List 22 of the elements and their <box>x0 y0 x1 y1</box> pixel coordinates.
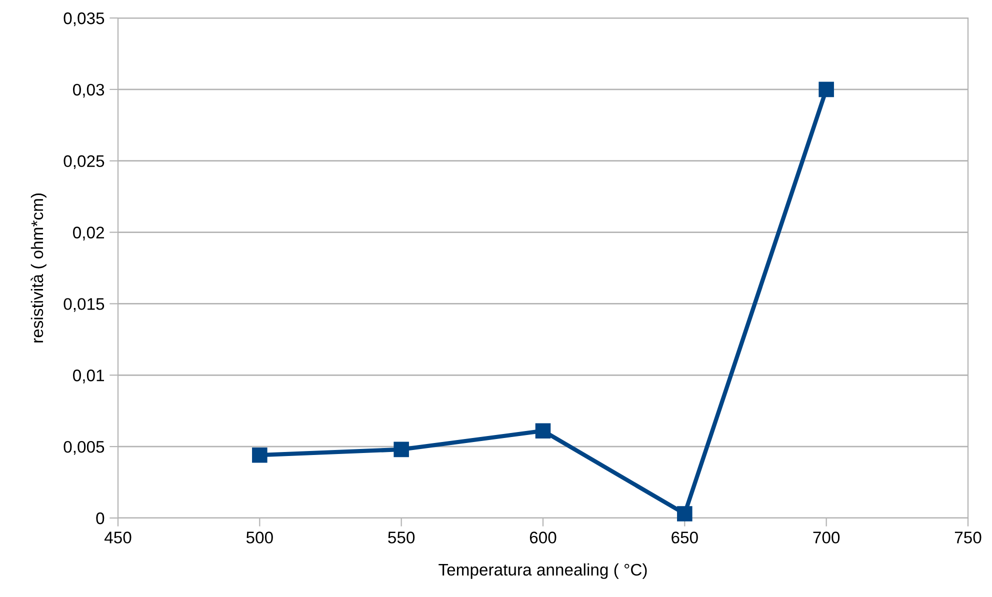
y-axis-title: resistività ( ohm*cm) <box>30 194 46 342</box>
y-tick-label: 0,01 <box>73 370 104 384</box>
x-tick-label: 500 <box>246 532 273 544</box>
y-tick-label: 0,035 <box>64 12 104 26</box>
y-tick-label: 0,015 <box>64 298 104 312</box>
y-tick-label: 0,02 <box>73 226 104 240</box>
x-tick-label: 700 <box>813 532 840 544</box>
y-tick-label: 0,03 <box>73 84 104 98</box>
point <box>818 82 834 98</box>
x-tick-label: 650 <box>672 532 698 544</box>
point <box>677 506 692 522</box>
x-tick-label: 600 <box>530 532 556 544</box>
y-tick-label: 0 <box>96 512 104 524</box>
x-tick-label: 450 <box>104 532 132 544</box>
point <box>535 423 551 438</box>
y-tick-label: 0,005 <box>64 440 104 455</box>
point <box>252 448 268 463</box>
x-tick-label: 750 <box>954 532 982 544</box>
x-axis-title: Temperatura annealing ( °C) <box>438 563 647 579</box>
point <box>394 442 409 458</box>
x-tick-label: 550 <box>388 532 415 544</box>
y-tick-label: 0,025 <box>64 155 104 170</box>
